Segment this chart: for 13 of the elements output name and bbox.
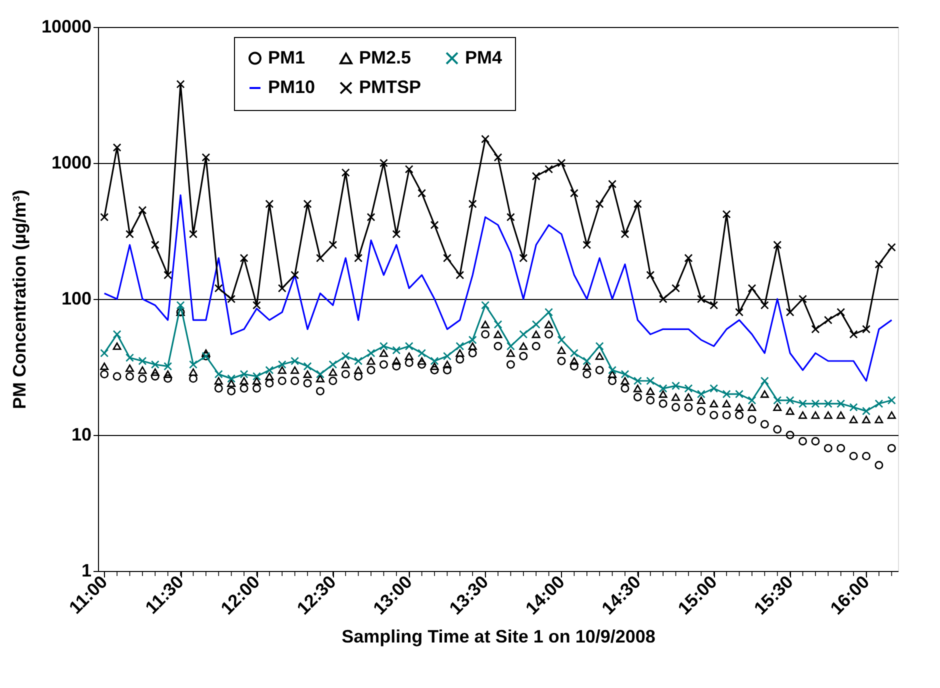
legend-label: PM1 xyxy=(268,47,306,68)
legend-label: PM10 xyxy=(268,77,316,97)
legend-label: PMTSP xyxy=(359,77,422,97)
y-tick-label: 1000 xyxy=(51,152,92,172)
legend-label: PM4 xyxy=(465,47,502,68)
y-axis-title: PM Concentration (µg/m³) xyxy=(9,190,30,410)
x-axis-title: Sampling Time at Site 1 on 10/9/2008 xyxy=(342,626,656,646)
legend-label: PM2.5 xyxy=(359,48,412,68)
y-tick-label: 10000 xyxy=(41,16,92,36)
line-series xyxy=(104,194,892,382)
y-tick-label: 10 xyxy=(71,424,92,444)
y-tick-label: 1 xyxy=(81,560,92,580)
y-tick-label: 100 xyxy=(61,288,92,308)
